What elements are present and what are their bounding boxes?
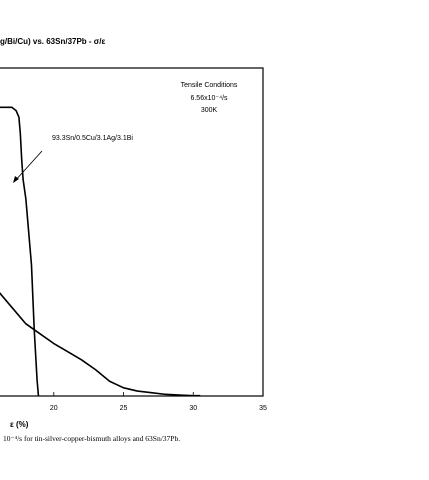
series-annotation: 93.3Sn/0.5Cu/3.1Ag/3.1Bi bbox=[52, 135, 133, 142]
conditions-heading: Tensile Conditions bbox=[181, 82, 238, 89]
x-tick-label-3: 30 bbox=[189, 405, 197, 412]
series-line-2 bbox=[0, 292, 201, 397]
conditions-legend: Tensile Conditions 6.56x10⁻⁴/s 300K bbox=[181, 82, 238, 114]
x-axis-label: ε (%) bbox=[10, 420, 29, 429]
x-tick-label-4: 35 bbox=[259, 405, 267, 412]
x-tick-label-2: 25 bbox=[120, 405, 128, 412]
plot-area bbox=[0, 67, 264, 397]
series-layer bbox=[0, 106, 201, 397]
annotation-arrow-line bbox=[13, 150, 43, 183]
chart-title: g/Bi/Cu) vs. 63Sn/37Pb - σ/ε bbox=[0, 37, 105, 46]
x-axis: 20 25 30 35 bbox=[50, 392, 267, 412]
series-line-1 bbox=[0, 106, 40, 397]
figure-caption: 10⁻⁴/s for tin-silver-copper-bismuth all… bbox=[3, 434, 180, 443]
conditions-temperature: 300K bbox=[201, 107, 218, 114]
annotation-arrowhead bbox=[13, 176, 19, 183]
x-tick-label-1: 20 bbox=[50, 405, 58, 412]
conditions-rate: 6.56x10⁻⁴/s bbox=[190, 95, 228, 102]
